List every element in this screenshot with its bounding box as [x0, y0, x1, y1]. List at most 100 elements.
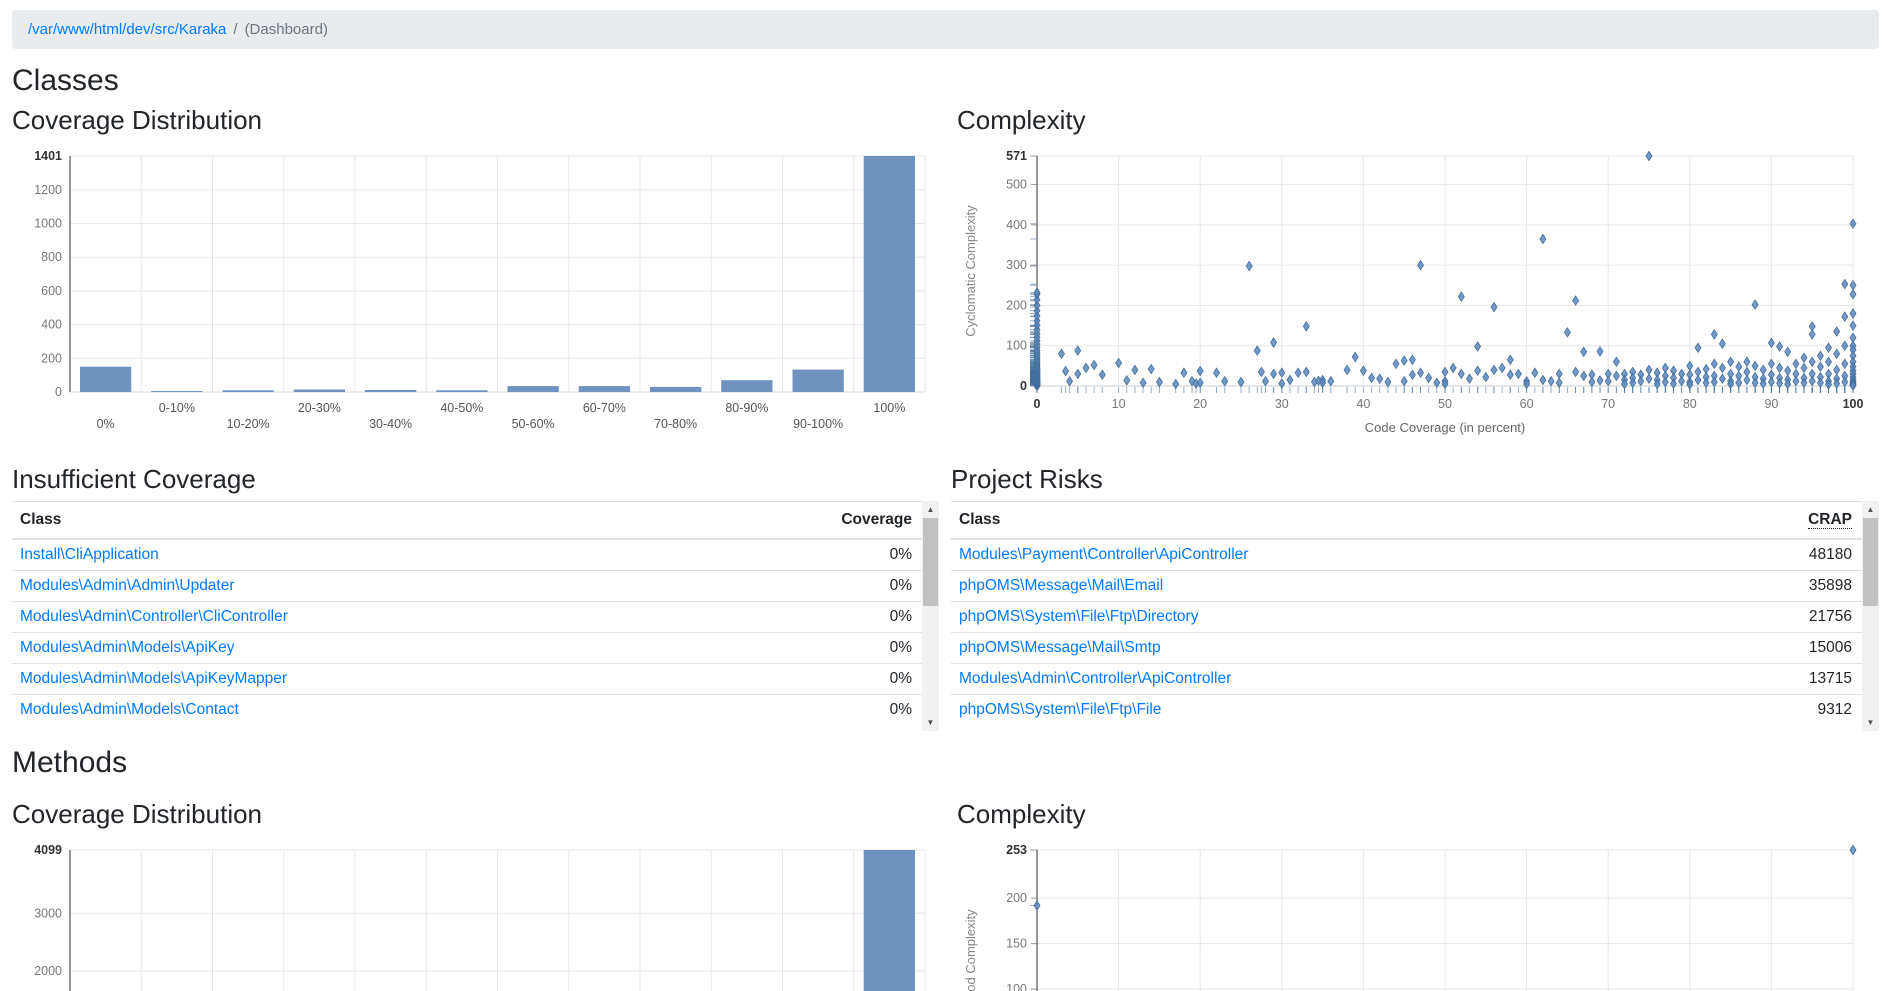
table-scrollbar[interactable]: ▲ ▼ — [1862, 501, 1879, 731]
scatter-point — [1498, 362, 1506, 374]
table-scrollbar[interactable]: ▲ ▼ — [922, 501, 939, 731]
svg-text:90: 90 — [1764, 397, 1778, 411]
class-link[interactable]: Modules\Admin\Controller\CliController — [20, 608, 288, 625]
svg-text:571: 571 — [1006, 149, 1027, 163]
scatter-point — [1841, 311, 1849, 323]
scatter-point — [1816, 361, 1824, 373]
y-axis: 01000200030004099 — [34, 843, 71, 991]
scatter-point — [1221, 375, 1229, 387]
svg-text:400: 400 — [41, 318, 62, 332]
scatter-point — [1743, 374, 1751, 386]
scroll-down-arrow-icon[interactable]: ▼ — [922, 714, 939, 731]
class-link[interactable]: Modules\Admin\Models\ApiKeyMapper — [20, 670, 288, 687]
table-value: 9312 — [1709, 694, 1862, 725]
scatter-point — [1833, 364, 1841, 376]
scatter-point — [1833, 348, 1841, 360]
table-value: 0% — [706, 632, 922, 664]
svg-text:3000: 3000 — [34, 906, 62, 920]
table-value: 15006 — [1709, 632, 1862, 664]
bars — [863, 850, 915, 991]
scatter-point — [1294, 367, 1302, 379]
scatter-point — [1727, 356, 1735, 368]
scatter-point — [1147, 363, 1155, 375]
scatter-point — [1629, 377, 1637, 389]
project-risks-panel: Project Risks Class CRAP Modules\Payment… — [951, 457, 1879, 731]
breadcrumb-path-link[interactable]: /var/www/html/dev/src/Karaka — [28, 21, 227, 38]
scatter-point — [1180, 367, 1188, 379]
methods-complexity-chart: 050100150200253Method Complexity01020304… — [963, 843, 1857, 991]
scatter-point — [1572, 295, 1580, 306]
column-header-class: Class — [12, 501, 707, 540]
scatter-point — [1278, 378, 1286, 389]
svg-text:300: 300 — [1006, 258, 1027, 272]
svg-text:70: 70 — [1601, 397, 1615, 411]
scatter-point — [1400, 375, 1408, 387]
scroll-up-arrow-icon[interactable]: ▲ — [922, 501, 939, 518]
scatter-point — [1066, 375, 1074, 387]
svg-text:80-90%: 80-90% — [725, 401, 768, 415]
bar — [293, 389, 345, 392]
scatter-point — [1466, 373, 1473, 385]
scrollbar-thumb[interactable] — [923, 518, 938, 606]
table-value: 13715 — [1709, 663, 1862, 695]
scatter-point — [1776, 377, 1784, 389]
project-risks-table-container: Class CRAP Modules\Payment\Controller\Ap… — [951, 501, 1879, 731]
class-link[interactable]: Modules\Admin\Models\Contact — [20, 701, 239, 718]
scatter-point — [1384, 376, 1392, 388]
scatter-point — [1074, 345, 1082, 356]
table-row: phpOMS\System\File\Ftp\File 9312 — [951, 694, 1862, 725]
methods-charts-row: Coverage Distribution 010002000300040990… — [12, 792, 1879, 991]
class-link[interactable]: phpOMS\System\File\Ftp\Directory — [959, 608, 1199, 625]
dashboard-page: /var/www/html/dev/src/Karaka / (Dashboard)… — [12, 10, 1879, 991]
class-link[interactable]: Modules\Admin\Controller\ApiController — [959, 670, 1232, 687]
scatter-point — [1751, 377, 1759, 389]
class-link[interactable]: Modules\Admin\Models\ApiKey — [20, 639, 235, 656]
scatter-point — [1686, 379, 1694, 390]
class-link[interactable]: phpOMS\Message\Mail\Email — [959, 577, 1164, 594]
class-link[interactable]: phpOMS\System\File\Ftp\File — [959, 701, 1162, 718]
scatter-point — [1849, 844, 1857, 856]
scatter-point — [1490, 301, 1498, 313]
svg-text:70-80%: 70-80% — [654, 417, 697, 431]
scatter-point — [1155, 376, 1163, 388]
svg-text:800: 800 — [41, 250, 62, 264]
scatter-point — [1490, 364, 1498, 376]
class-link[interactable]: Modules\Payment\Controller\ApiController — [959, 546, 1249, 563]
scatter-point — [1792, 358, 1800, 370]
scroll-down-arrow-icon[interactable]: ▼ — [1862, 714, 1879, 731]
class-link[interactable]: Modules\Admin\Admin\Updater — [20, 577, 235, 594]
svg-text:253: 253 — [1006, 843, 1027, 857]
scatter-point — [1417, 259, 1424, 271]
svg-text:200: 200 — [1006, 891, 1027, 905]
scatter-point — [1718, 373, 1726, 385]
svg-text:150: 150 — [1006, 937, 1027, 951]
svg-text:0: 0 — [55, 385, 62, 399]
column-header-coverage: Coverage — [706, 501, 922, 540]
scroll-up-arrow-icon[interactable]: ▲ — [1862, 501, 1879, 518]
table-value: 0% — [889, 546, 912, 563]
scatter-point — [1555, 377, 1563, 389]
bar — [507, 386, 559, 392]
svg-text:1401: 1401 — [34, 149, 62, 163]
scatter-point — [1531, 367, 1539, 379]
class-link[interactable]: Install\CliApplication — [20, 546, 159, 563]
methods-complexity-heading: Complexity — [957, 799, 1086, 829]
classes-coverage-chart: 0 200 400 600 800 1000 1200 1401 0% 0-10% 10-20% 20… — [34, 149, 926, 431]
scatter-point — [1580, 346, 1588, 358]
scatter-point — [1816, 350, 1824, 362]
class-link[interactable]: phpOMS\Message\Mail\Smtp — [959, 639, 1161, 656]
scatter-point — [1588, 376, 1596, 388]
table-row: Modules\Payment\Controller\ApiController… — [951, 539, 1862, 571]
scatter-point — [1457, 291, 1465, 302]
scatter-point — [1368, 372, 1376, 384]
scrollbar-thumb[interactable] — [1863, 518, 1878, 606]
insufficient-coverage-panel: Insufficient Coverage Class Coverage Ins… — [12, 457, 939, 731]
scatter-point — [1678, 375, 1686, 387]
scatter-point — [1800, 377, 1808, 389]
svg-text:400: 400 — [1006, 218, 1027, 232]
scatter-point — [1123, 375, 1131, 386]
scatter-point — [1849, 279, 1857, 291]
scatter-point — [1523, 378, 1531, 390]
scatter-point — [1408, 354, 1416, 366]
methods-coverage-heading: Coverage Distribution — [12, 799, 263, 829]
